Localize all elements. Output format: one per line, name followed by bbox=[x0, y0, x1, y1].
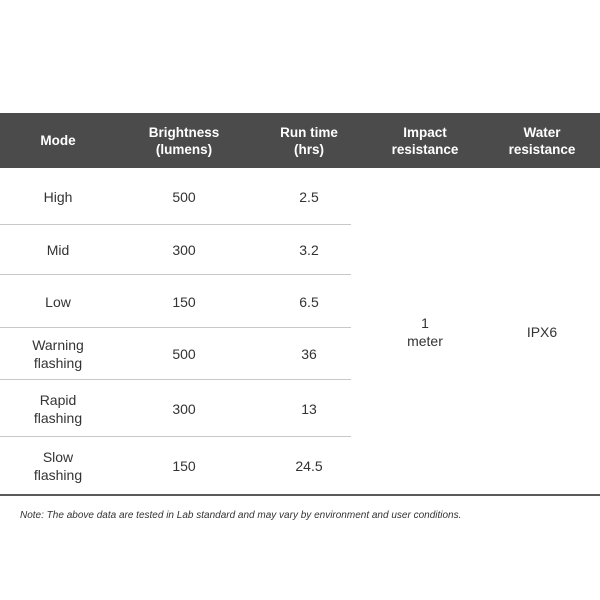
header-impact: Impact resistance bbox=[391, 124, 459, 157]
cell-brightness: 300 bbox=[172, 242, 196, 258]
cell-runtime: 36 bbox=[301, 346, 317, 362]
header-mode: Mode bbox=[40, 133, 76, 148]
row-divider bbox=[0, 274, 351, 275]
cell-brightness: 150 bbox=[172, 293, 196, 310]
header-water: Water resistance bbox=[508, 124, 576, 157]
impact-resistance-value: 1 meter bbox=[407, 314, 443, 349]
row-divider bbox=[0, 327, 351, 328]
cell-runtime: 2.5 bbox=[299, 188, 319, 205]
row-divider bbox=[0, 379, 351, 380]
cell-runtime: 13 bbox=[301, 400, 317, 417]
cell-runtime: 3.2 bbox=[299, 242, 319, 258]
cell-mode: Warning flashing bbox=[32, 337, 84, 371]
cell-mode: Low bbox=[45, 293, 71, 310]
cell-mode: Rapid flashing bbox=[33, 391, 83, 426]
water-resistance-value: IPX6 bbox=[526, 323, 558, 340]
row-divider bbox=[0, 436, 351, 437]
row-divider bbox=[0, 224, 351, 225]
cell-runtime: 6.5 bbox=[299, 293, 319, 310]
footnote: Note: The above data are tested in Lab s… bbox=[20, 510, 462, 521]
cell-mode: High bbox=[43, 188, 73, 205]
header-brightness: Brightness (lumens) bbox=[148, 124, 220, 157]
cell-brightness: 500 bbox=[172, 346, 196, 362]
table-header: Mode Brightness (lumens) Run time (hrs) … bbox=[0, 113, 600, 168]
table-bottom-border bbox=[0, 494, 600, 496]
cell-brightness: 300 bbox=[172, 400, 196, 417]
cell-runtime: 24.5 bbox=[295, 458, 323, 474]
cell-brightness: 500 bbox=[172, 188, 196, 205]
cell-mode: Mid bbox=[46, 242, 70, 258]
cell-mode: Slow flashing bbox=[33, 449, 83, 483]
cell-brightness: 150 bbox=[172, 458, 196, 474]
header-runtime: Run time (hrs) bbox=[280, 124, 338, 157]
